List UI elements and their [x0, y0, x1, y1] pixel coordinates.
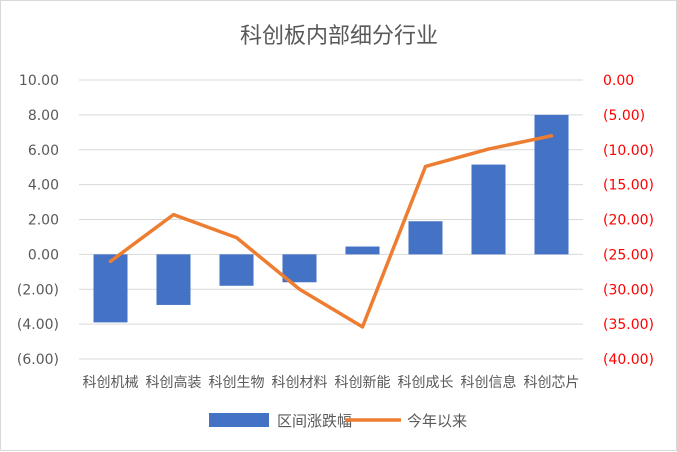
legend-bar-label: 区间涨跌幅: [277, 412, 352, 430]
x-tick-label: 科创芯片: [524, 375, 580, 391]
line-point: [361, 325, 364, 329]
left-tick-label: 0.00: [28, 247, 59, 263]
left-tick-label: 10.00: [19, 73, 59, 89]
bar: [93, 254, 128, 323]
bar: [282, 254, 317, 283]
right-tick-label: (15.00): [603, 178, 654, 194]
left-tick-label: 6.00: [28, 143, 59, 159]
line-path: [108, 134, 554, 329]
left-tick-label: (4.00): [17, 317, 59, 333]
bar-series: [93, 114, 569, 323]
bar: [471, 164, 506, 255]
line-point: [298, 287, 301, 291]
left-tick-label: (2.00): [17, 282, 59, 298]
line-point: [550, 134, 553, 138]
x-tick-label: 科创成长: [398, 375, 454, 391]
x-tick-label: 科创信息: [461, 374, 517, 391]
right-tick-label: (40.00): [603, 352, 654, 368]
right-tick-label: (5.00): [603, 108, 645, 124]
left-tick-label: 4.00: [28, 178, 59, 194]
left-tick-label: 2.00: [28, 213, 59, 229]
bar: [345, 246, 380, 255]
left-axis: 10.00 8.00 6.00 4.00 2.00 0.00 (2.00) (4.00) (6.…: [17, 73, 59, 368]
line-point: [487, 147, 490, 151]
x-tick-label: 科创新能: [335, 375, 391, 391]
line-point: [424, 164, 427, 168]
bar: [408, 221, 443, 255]
x-axis: 科创机械 科创高装 科创生物 科创材料 科创新能 科创成长 科创信息 科创芯片: [83, 374, 580, 391]
right-tick-label: (25.00): [603, 247, 654, 263]
bar: [219, 254, 254, 286]
x-tick-label: 科创机械: [83, 375, 139, 391]
right-tick-label: (35.00): [603, 317, 654, 333]
right-tick-label: 0.00: [603, 73, 634, 89]
x-tick-label: 科创材料: [272, 375, 328, 391]
left-tick-label: 8.00: [28, 108, 59, 124]
right-tick-label: (30.00): [603, 282, 654, 298]
x-tick-label: 科创高装: [146, 374, 202, 391]
grid-layer: [79, 79, 583, 360]
line-point: [109, 259, 112, 263]
bar: [156, 254, 191, 305]
legend: 区间涨跌幅 今年以来: [209, 412, 467, 430]
left-tick-label: (6.00): [17, 352, 59, 368]
legend-bar-swatch: [209, 413, 269, 427]
x-tick-label: 科创生物: [209, 375, 265, 391]
chart-title: 科创板内部细分行业: [240, 24, 438, 49]
right-axis: 0.00 (5.00) (10.00) (15.00) (20.00) (25.00) (3…: [603, 73, 654, 368]
line-series: [108, 134, 554, 329]
legend-line-label: 今年以来: [407, 412, 467, 430]
line-point: [235, 236, 238, 240]
right-tick-label: (10.00): [603, 143, 654, 159]
right-tick-label: (20.00): [603, 213, 654, 229]
line-point: [172, 213, 175, 217]
